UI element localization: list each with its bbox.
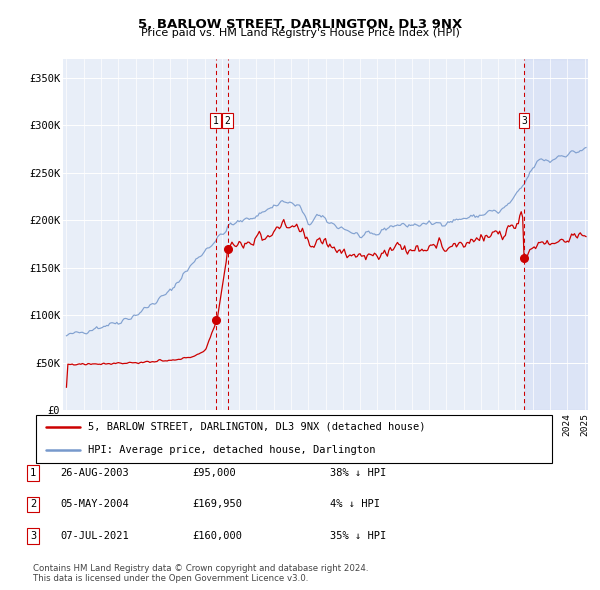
Text: Contains HM Land Registry data © Crown copyright and database right 2024.
This d: Contains HM Land Registry data © Crown c… xyxy=(33,563,368,583)
Text: 05-MAY-2004: 05-MAY-2004 xyxy=(60,500,129,509)
Text: 1: 1 xyxy=(30,468,36,478)
Text: 5, BARLOW STREET, DARLINGTON, DL3 9NX (detached house): 5, BARLOW STREET, DARLINGTON, DL3 9NX (d… xyxy=(88,422,425,432)
Text: 1: 1 xyxy=(213,116,219,126)
Text: 26-AUG-2003: 26-AUG-2003 xyxy=(60,468,129,478)
Text: £160,000: £160,000 xyxy=(192,531,242,540)
Text: 2: 2 xyxy=(224,116,230,126)
Text: 5, BARLOW STREET, DARLINGTON, DL3 9NX: 5, BARLOW STREET, DARLINGTON, DL3 9NX xyxy=(138,18,462,31)
Text: 35% ↓ HPI: 35% ↓ HPI xyxy=(330,531,386,540)
Text: 4% ↓ HPI: 4% ↓ HPI xyxy=(330,500,380,509)
Text: 2: 2 xyxy=(30,500,36,509)
Text: 07-JUL-2021: 07-JUL-2021 xyxy=(60,531,129,540)
Text: £169,950: £169,950 xyxy=(192,500,242,509)
Text: 3: 3 xyxy=(30,531,36,540)
Bar xyxy=(525,59,593,410)
Text: 3: 3 xyxy=(521,116,527,126)
Text: Price paid vs. HM Land Registry's House Price Index (HPI): Price paid vs. HM Land Registry's House … xyxy=(140,28,460,38)
Text: HPI: Average price, detached house, Darlington: HPI: Average price, detached house, Darl… xyxy=(88,445,375,455)
Text: 38% ↓ HPI: 38% ↓ HPI xyxy=(330,468,386,478)
Text: £95,000: £95,000 xyxy=(192,468,236,478)
